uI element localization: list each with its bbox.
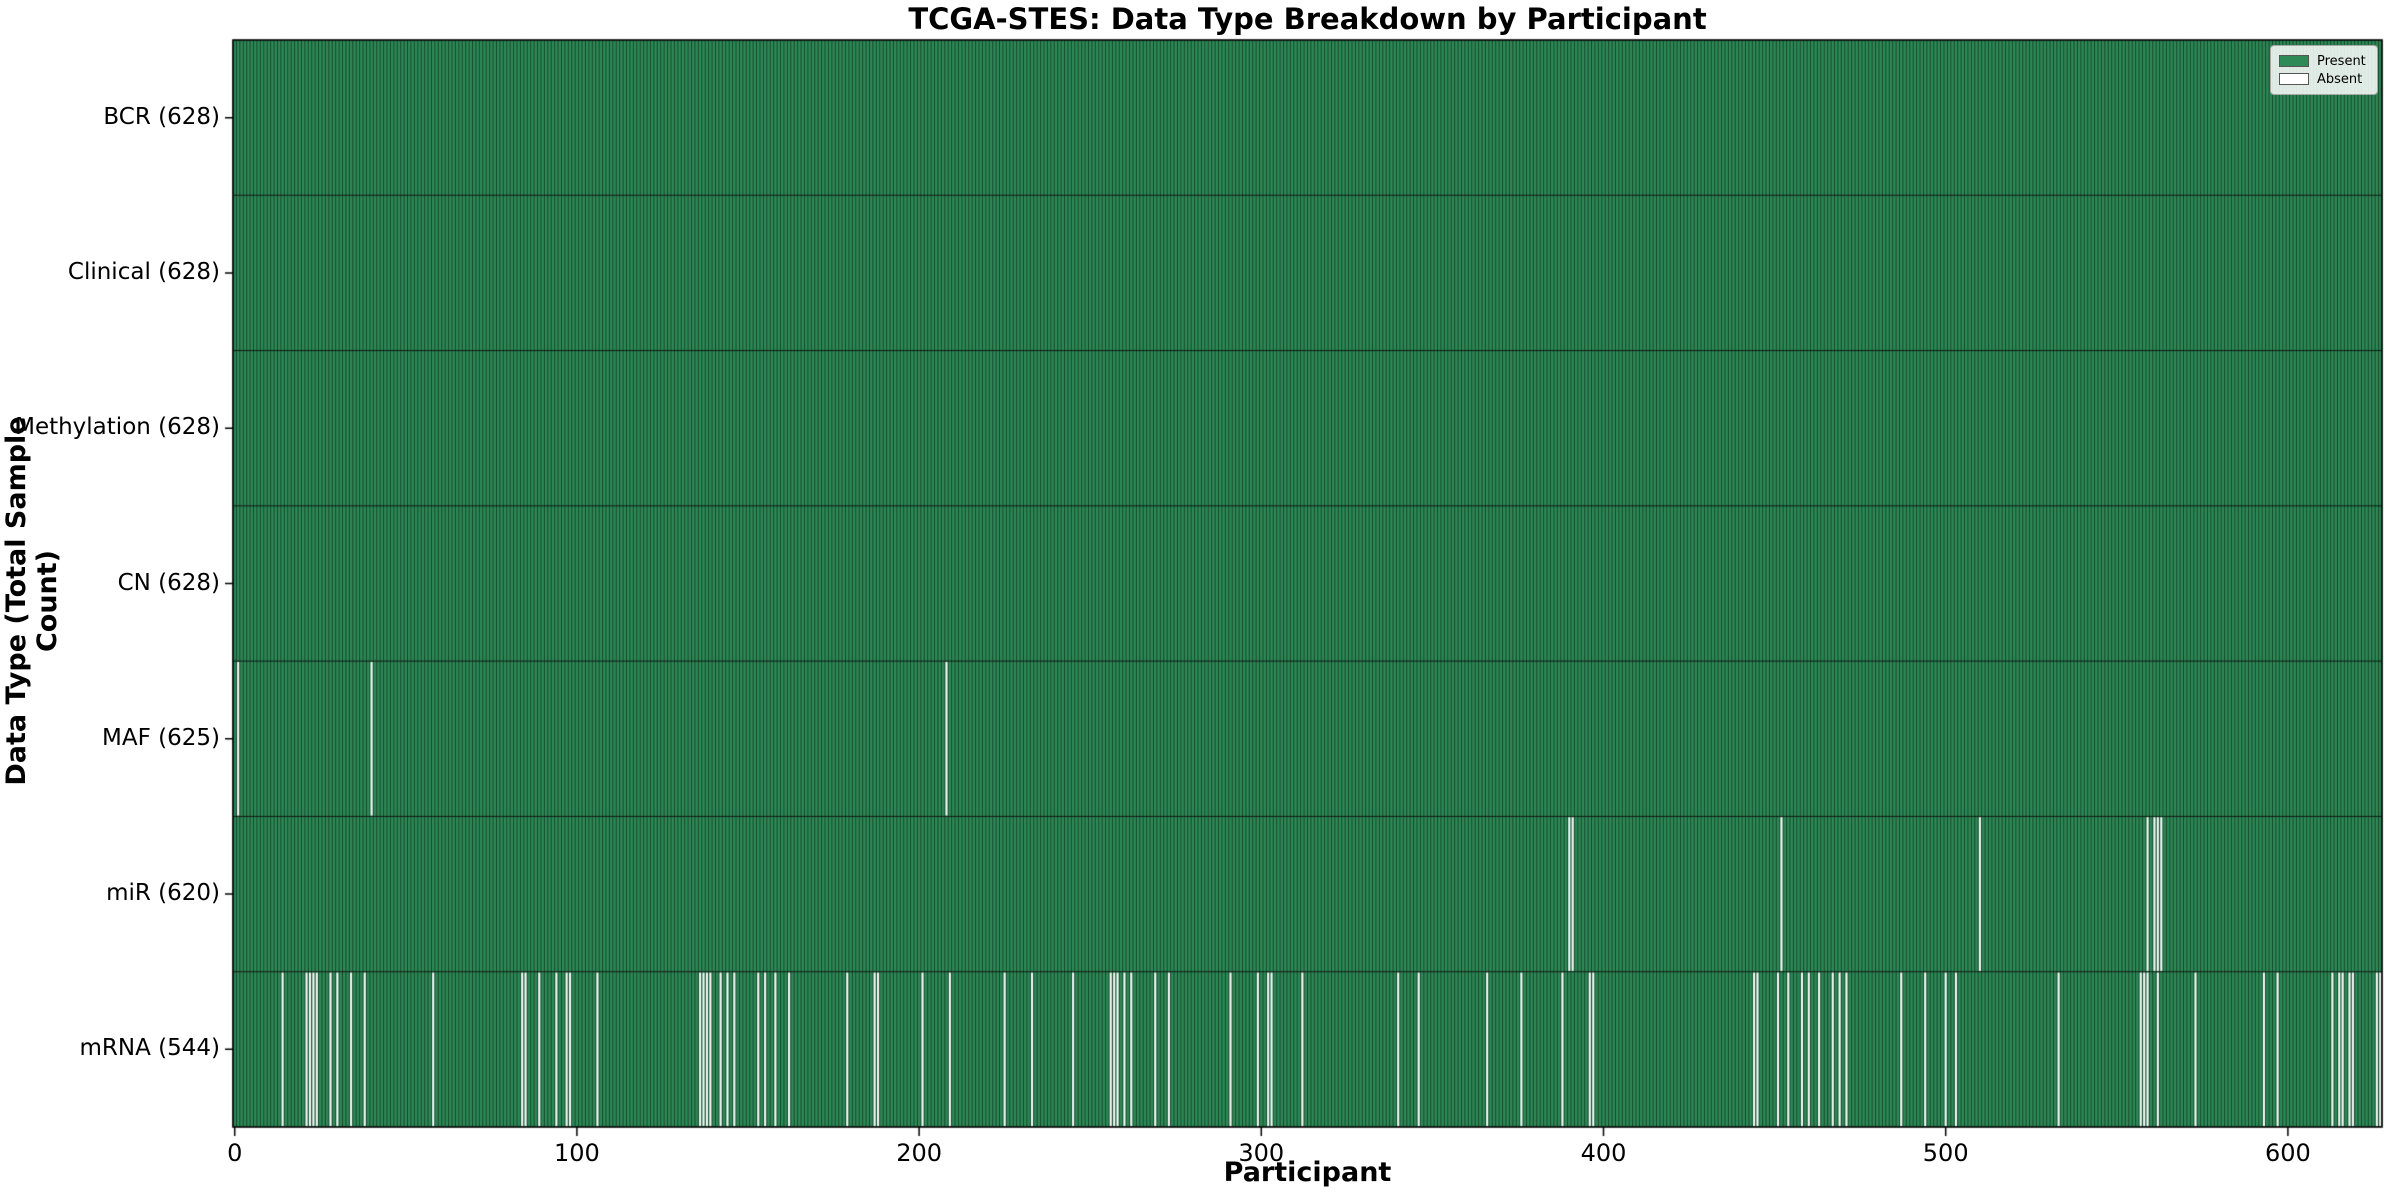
present-swatch-icon xyxy=(2279,55,2309,67)
x-tick-label: 100 xyxy=(554,1139,600,1167)
legend-item-present: Present xyxy=(2279,52,2369,70)
y-tick-label: mRNA (544) xyxy=(79,1035,220,1062)
legend-label-present: Present xyxy=(2317,53,2366,69)
x-tick-label: 600 xyxy=(2264,1139,2311,1167)
chart-title: TCGA-STES: Data Type Breakdown by Partic… xyxy=(908,2,1707,36)
x-axis-label: Participant xyxy=(1223,1157,1392,1188)
y-tick-label: MAF (625) xyxy=(102,724,220,751)
x-tick-label: 400 xyxy=(1580,1139,1627,1167)
x-tick-label: 0 xyxy=(227,1139,243,1167)
legend: Present Absent xyxy=(2270,45,2378,95)
y-tick-label: BCR (628) xyxy=(103,103,220,130)
x-tick-label: 500 xyxy=(1922,1139,1969,1167)
legend-item-absent: Absent xyxy=(2279,70,2369,88)
x-tick-label: 200 xyxy=(896,1139,942,1167)
y-tick-label: Clinical (628) xyxy=(67,258,220,285)
y-tick-label: miR (620) xyxy=(106,880,220,907)
y-tick-label: Methylation (628) xyxy=(15,414,220,441)
legend-label-absent: Absent xyxy=(2317,71,2363,87)
y-tick-label: CN (628) xyxy=(117,569,220,596)
absent-swatch-icon xyxy=(2279,73,2309,85)
y-axis-label: Data Type (Total Sample Count) xyxy=(1,416,63,786)
x-tick-label: 300 xyxy=(1238,1139,1285,1167)
